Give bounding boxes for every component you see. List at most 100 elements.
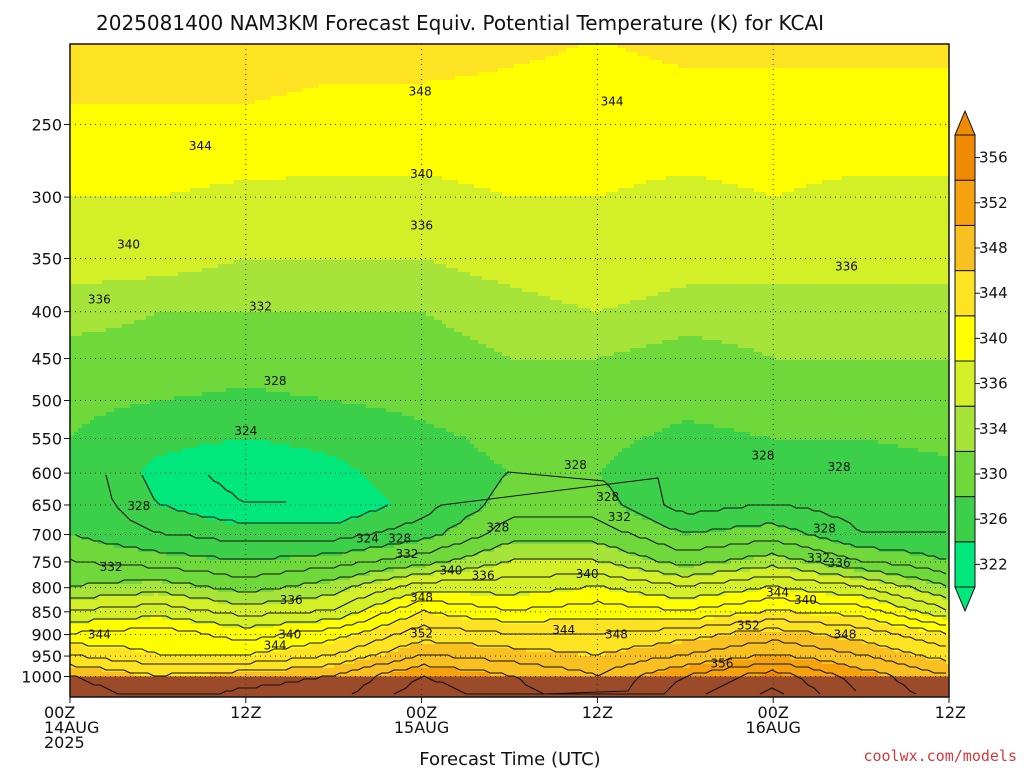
field-cell: [910, 68, 915, 73]
field-cell: [786, 104, 791, 109]
field-cell: [426, 104, 431, 109]
field-cell: [170, 112, 175, 117]
field-cell: [778, 120, 783, 125]
field-cell: [394, 132, 399, 137]
field-cell: [902, 124, 907, 129]
field-cell: [82, 124, 87, 129]
field-cell: [158, 68, 163, 73]
field-cell: [86, 120, 91, 125]
field-cell: [666, 88, 671, 93]
field-cell: [774, 108, 779, 113]
field-cell: [934, 52, 939, 57]
field-cell: [374, 84, 379, 89]
field-cell: [218, 72, 223, 77]
field-cell: [234, 84, 239, 89]
field-cell: [726, 84, 731, 89]
field-cell: [582, 96, 587, 101]
field-cell: [746, 96, 751, 101]
field-cell: [786, 96, 791, 101]
field-cell: [882, 56, 887, 61]
field-cell: [522, 96, 527, 101]
field-cell: [390, 88, 395, 93]
field-cell: [810, 68, 815, 73]
field-cell: [422, 72, 427, 77]
field-cell: [614, 64, 619, 69]
field-cell: [334, 100, 339, 105]
field-cell: [362, 76, 367, 81]
field-cell: [434, 60, 439, 65]
field-cell: [694, 88, 699, 93]
field-cell: [494, 124, 499, 129]
field-cell: [710, 116, 715, 121]
field-cell: [742, 76, 747, 81]
field-cell: [174, 116, 179, 121]
field-cell: [118, 120, 123, 125]
field-cell: [682, 112, 687, 117]
field-cell: [570, 132, 575, 137]
field-cell: [910, 44, 915, 49]
field-cell: [410, 116, 415, 121]
field-cell: [234, 44, 239, 49]
field-cell: [314, 60, 319, 65]
field-cell: [398, 80, 403, 85]
field-cell: [430, 56, 435, 61]
field-cell: [110, 100, 115, 105]
field-cell: [818, 52, 823, 57]
field-cell: [854, 128, 859, 133]
field-cell: [354, 68, 359, 73]
field-cell: [450, 88, 455, 93]
field-cell: [178, 88, 183, 93]
field-cell: [866, 104, 871, 109]
field-cell: [266, 124, 271, 129]
field-cell: [222, 96, 227, 101]
field-cell: [758, 80, 763, 85]
field-cell: [670, 100, 675, 105]
field-cell: [846, 76, 851, 81]
field-cell: [670, 104, 675, 109]
field-cell: [362, 112, 367, 117]
field-cell: [226, 72, 231, 77]
field-cell: [126, 124, 131, 129]
field-cell: [846, 116, 851, 121]
field-cell: [78, 116, 83, 121]
field-cell: [658, 108, 663, 113]
field-cell: [602, 120, 607, 125]
field-cell: [942, 96, 947, 101]
field-cell: [194, 100, 199, 105]
field-cell: [798, 112, 803, 117]
field-cell: [610, 60, 615, 65]
field-cell: [694, 56, 699, 61]
field-cell: [350, 120, 355, 125]
field-cell: [290, 84, 295, 89]
field-cell: [670, 80, 675, 85]
field-cell: [626, 48, 631, 53]
field-cell: [414, 104, 419, 109]
field-cell: [758, 64, 763, 69]
field-cell: [862, 64, 867, 69]
field-cell: [902, 100, 907, 105]
field-cell: [826, 80, 831, 85]
field-cell: [786, 60, 791, 65]
field-cell: [130, 68, 135, 73]
field-cell: [342, 84, 347, 89]
field-cell: [690, 116, 695, 121]
field-cell: [850, 60, 855, 65]
field-cell: [518, 48, 523, 53]
field-cell: [698, 72, 703, 77]
field-cell: [914, 120, 919, 125]
field-cell: [814, 120, 819, 125]
field-cell: [486, 92, 491, 97]
field-cell: [802, 64, 807, 69]
field-cell: [354, 48, 359, 53]
field-cell: [570, 88, 575, 93]
field-cell: [890, 76, 895, 81]
field-cell: [222, 44, 227, 49]
field-cell: [198, 60, 203, 65]
field-cell: [714, 84, 719, 89]
field-cell: [530, 76, 535, 81]
field-cell: [410, 88, 415, 93]
field-cell: [886, 116, 891, 121]
field-cell: [886, 84, 891, 89]
field-cell: [242, 120, 247, 125]
field-cell: [318, 112, 323, 117]
